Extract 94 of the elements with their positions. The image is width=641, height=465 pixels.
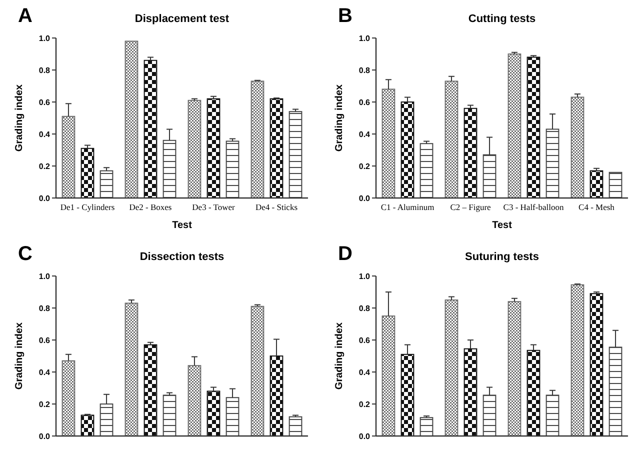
bar	[226, 140, 240, 198]
text: B	[338, 5, 352, 27]
bar	[590, 293, 604, 436]
y-tick-label: 0.0	[358, 432, 371, 441]
bar	[80, 148, 94, 198]
y-tick-label: 0.8	[38, 304, 51, 313]
bar	[526, 350, 540, 436]
x-tick-label: De4 - Sticks	[255, 202, 298, 212]
y-tick-label: 0.8	[38, 66, 51, 75]
bar	[288, 416, 302, 436]
x-tick-label: C1 - Aluminum	[380, 202, 435, 212]
bar	[464, 108, 478, 198]
bar	[570, 96, 584, 198]
y-axis-title: Grading index	[14, 322, 25, 390]
bar	[444, 300, 458, 436]
bar	[100, 404, 114, 436]
bar	[62, 116, 76, 198]
text: A	[18, 5, 32, 27]
y-tick-label: 0.4	[38, 130, 51, 139]
bar	[226, 397, 240, 436]
bar	[270, 356, 284, 436]
bar	[62, 360, 76, 436]
bar	[444, 80, 458, 198]
bar	[608, 346, 622, 436]
bar	[124, 302, 138, 436]
bar	[144, 344, 158, 436]
y-tick-label: 0.6	[38, 98, 51, 107]
y-tick-label: 0.2	[358, 400, 371, 409]
bar	[144, 60, 158, 198]
bar	[206, 390, 220, 436]
y-tick-label: 0.4	[38, 368, 51, 377]
y-tick-label: 1.0	[38, 34, 51, 43]
y-tick-label: 0.0	[38, 194, 51, 203]
bar	[420, 417, 434, 436]
bar	[590, 170, 604, 198]
y-axis-title: Grading index	[334, 322, 345, 390]
bar	[400, 102, 414, 198]
bar	[382, 88, 396, 198]
chart-title: Displacement test	[134, 13, 230, 25]
y-tick-label: 0.6	[358, 336, 371, 345]
bar	[188, 365, 202, 436]
bar	[482, 154, 496, 198]
bar	[288, 111, 302, 198]
y-tick-label: 1.0	[38, 272, 51, 281]
y-axis-title: Grading index	[334, 84, 345, 152]
x-tick-label: De2 - Boxes	[129, 202, 172, 212]
bar	[526, 56, 540, 198]
bar	[570, 284, 584, 436]
x-tick-label: C4 - Mesh	[578, 202, 616, 212]
x-tick-label: De3 - Tower	[192, 202, 236, 212]
y-tick-label: 0.4	[358, 368, 371, 377]
bar	[546, 394, 560, 436]
y-tick-label: 0.2	[38, 400, 51, 409]
y-axis-title: Grading index	[14, 84, 25, 152]
y-tick-label: 0.8	[358, 66, 371, 75]
bar	[100, 170, 114, 198]
bar	[608, 172, 622, 198]
bar	[250, 80, 264, 198]
x-tick-label: De1 - Cylinders	[60, 202, 115, 212]
bar	[188, 100, 202, 198]
text: D	[338, 243, 352, 265]
x-axis-title: Test	[172, 220, 193, 231]
y-tick-label: 0.4	[358, 130, 371, 139]
chart-title: Dissection tests	[140, 251, 224, 263]
y-tick-label: 0.0	[38, 432, 51, 441]
chart-title: Cutting tests	[468, 13, 536, 25]
bar	[464, 348, 478, 436]
x-axis-title: Test	[492, 220, 513, 231]
text: C	[18, 243, 32, 265]
y-tick-label: 1.0	[358, 34, 371, 43]
bar	[162, 394, 176, 436]
y-tick-label: 1.0	[358, 272, 371, 281]
bar	[162, 140, 176, 198]
y-tick-label: 0.8	[358, 304, 371, 313]
y-tick-label: 0.0	[358, 194, 371, 203]
bar	[546, 128, 560, 198]
bar	[270, 98, 284, 198]
bar	[482, 394, 496, 436]
bar	[250, 306, 264, 436]
bar	[508, 54, 522, 198]
bar	[206, 98, 220, 198]
x-tick-label: C2 – Figure	[450, 202, 492, 212]
y-tick-label: 0.2	[358, 162, 371, 171]
y-tick-label: 0.6	[358, 98, 371, 107]
bar	[124, 40, 138, 198]
bar	[420, 143, 434, 198]
chart-title: Suturing tests	[465, 251, 539, 263]
bar	[382, 316, 396, 436]
bar	[508, 301, 522, 436]
y-tick-label: 0.6	[38, 336, 51, 345]
y-tick-label: 0.2	[38, 162, 51, 171]
bar	[400, 354, 414, 436]
x-tick-label: C3 - Half-balloon	[503, 202, 564, 212]
bar	[80, 414, 94, 436]
